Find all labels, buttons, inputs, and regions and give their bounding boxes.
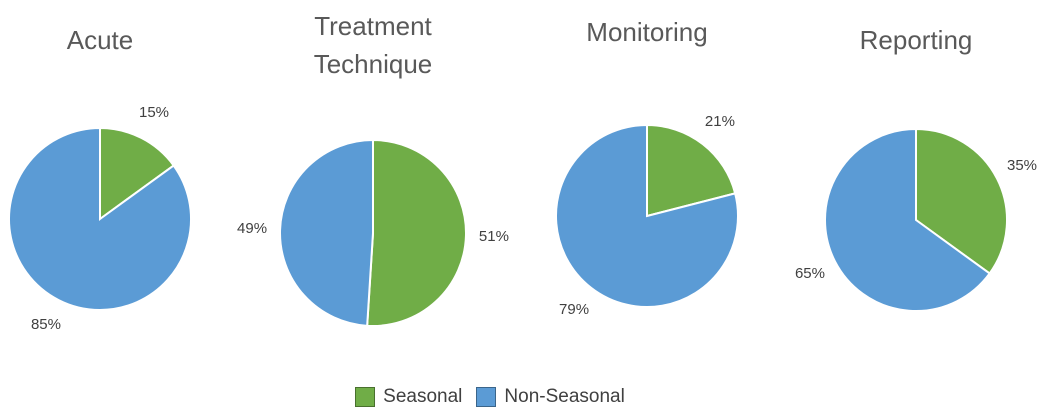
legend-swatch xyxy=(476,387,497,407)
chart-title: Treatment Technique xyxy=(313,11,433,79)
legend-label: Seasonal xyxy=(383,386,463,407)
pie-slice xyxy=(915,127,1008,275)
chart-title: Acute xyxy=(66,25,134,55)
data-label: 51% xyxy=(479,228,509,245)
data-label: 85% xyxy=(31,316,61,333)
data-label: 35% xyxy=(1007,157,1037,174)
pie-slice xyxy=(646,123,737,218)
data-label: 21% xyxy=(705,113,735,130)
pie-slice xyxy=(279,138,374,327)
chart-title: Monitoring xyxy=(586,17,708,47)
data-label: 65% xyxy=(795,265,825,282)
pie-slice xyxy=(366,138,467,327)
data-label: 49% xyxy=(237,220,267,237)
legend: Seasonal Non-Seasonal xyxy=(0,386,980,408)
legend-item: Non-Seasonal xyxy=(476,386,625,408)
data-label: 79% xyxy=(559,301,589,318)
legend-item: Seasonal xyxy=(355,386,462,408)
legend-label: Non-Seasonal xyxy=(504,386,625,407)
data-label: 15% xyxy=(139,104,169,121)
pie-slice xyxy=(824,127,992,312)
chart-title: Reporting xyxy=(859,25,973,55)
pie-slice xyxy=(555,123,739,308)
pie-slice xyxy=(99,126,176,221)
legend-swatch xyxy=(355,387,376,407)
pie-slice xyxy=(8,126,192,311)
